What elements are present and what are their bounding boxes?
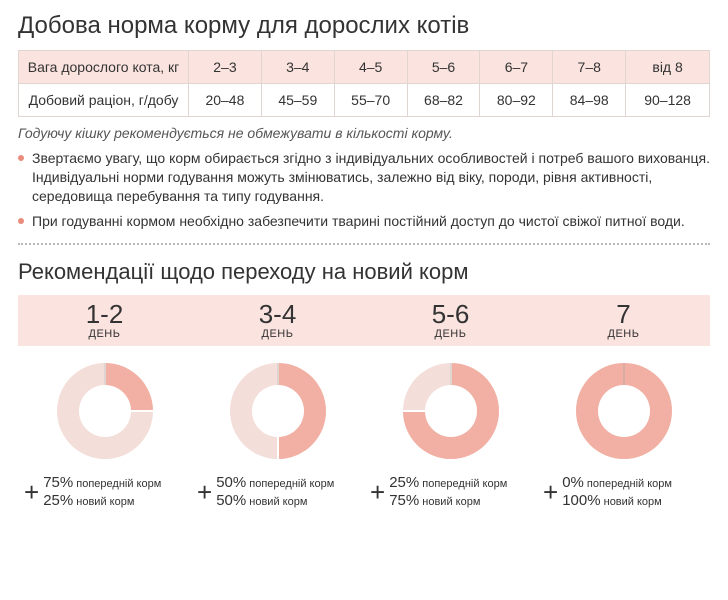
step-days: 5-6 — [364, 299, 537, 330]
divider — [18, 243, 710, 245]
step-header: 7 ДЕНЬ — [537, 295, 710, 346]
step-legend: + 25% попередній корм 75% новий корм — [364, 474, 537, 510]
table-cell: 3–4 — [261, 51, 334, 84]
notes-list: Звертаємо увагу, що корм обирається згід… — [18, 149, 710, 231]
transition-step: 7 ДЕНЬ + 0% попередній корм 100% новий к… — [537, 295, 710, 510]
legend-new: 100% новий корм — [562, 492, 672, 510]
list-item: Звертаємо увагу, що корм обирається згід… — [18, 149, 710, 206]
donut-chart — [537, 356, 710, 466]
step-header: 1-2 ДЕНЬ — [18, 295, 191, 346]
section-title: Рекомендації щодо переходу на новий корм — [18, 259, 710, 285]
plus-icon: + — [543, 479, 558, 505]
transition-step: 1-2 ДЕНЬ + 75% попередній корм 25% новий… — [18, 295, 191, 510]
table-cell: 45–59 — [261, 84, 334, 117]
step-legend: + 0% попередній корм 100% новий корм — [537, 474, 710, 510]
feeding-table: Вага дорослого кота, кг 2–3 3–4 4–5 5–6 … — [18, 50, 710, 117]
note-italic: Годуючу кішку рекомендується не обмежува… — [18, 125, 710, 141]
table-cell: 20–48 — [189, 84, 262, 117]
step-days: 3-4 — [191, 299, 364, 330]
table-cell: 84–98 — [553, 84, 626, 117]
legend-prev: 50% попередній корм — [216, 474, 334, 492]
legend-prev: 0% попередній корм — [562, 474, 672, 492]
table-cell: 5–6 — [407, 51, 480, 84]
table-cell: 68–82 — [407, 84, 480, 117]
legend-prev: 25% попередній корм — [389, 474, 507, 492]
page-title: Добова норма корму для дорослих котів — [18, 12, 710, 40]
legend-new: 75% новий корм — [389, 492, 507, 510]
table-row-header: Вага дорослого кота, кг 2–3 3–4 4–5 5–6 … — [19, 51, 710, 84]
legend-prev: 75% попередній корм — [43, 474, 161, 492]
donut-chart — [18, 356, 191, 466]
table-cell: 4–5 — [334, 51, 407, 84]
step-day-label: ДЕНЬ — [537, 328, 710, 340]
table-cell: 7–8 — [553, 51, 626, 84]
step-header: 5-6 ДЕНЬ — [364, 295, 537, 346]
table-row: Добовий раціон, г/добу 20–48 45–59 55–70… — [19, 84, 710, 117]
table-cell: 90–128 — [626, 84, 710, 117]
plus-icon: + — [24, 479, 39, 505]
donut-chart — [191, 356, 364, 466]
table-cell: 80–92 — [480, 84, 553, 117]
transition-steps: 1-2 ДЕНЬ + 75% попередній корм 25% новий… — [18, 295, 710, 510]
donut-chart — [364, 356, 537, 466]
step-legend: + 50% попередній корм 50% новий корм — [191, 474, 364, 510]
transition-step: 3-4 ДЕНЬ + 50% попередній корм 50% новий… — [191, 295, 364, 510]
table-cell: 6–7 — [480, 51, 553, 84]
step-legend: + 75% попередній корм 25% новий корм — [18, 474, 191, 510]
step-day-label: ДЕНЬ — [191, 328, 364, 340]
step-days: 7 — [537, 299, 710, 330]
step-header: 3-4 ДЕНЬ — [191, 295, 364, 346]
transition-step: 5-6 ДЕНЬ + 25% попередній корм 75% новий… — [364, 295, 537, 510]
table-cell: від 8 — [626, 51, 710, 84]
step-days: 1-2 — [18, 299, 191, 330]
step-day-label: ДЕНЬ — [364, 328, 537, 340]
step-day-label: ДЕНЬ — [18, 328, 191, 340]
table-cell: 2–3 — [189, 51, 262, 84]
table-header-label: Вага дорослого кота, кг — [19, 51, 189, 84]
legend-new: 25% новий корм — [43, 492, 161, 510]
table-row-label: Добовий раціон, г/добу — [19, 84, 189, 117]
table-cell: 55–70 — [334, 84, 407, 117]
plus-icon: + — [370, 479, 385, 505]
legend-new: 50% новий корм — [216, 492, 334, 510]
list-item: При годуванні кормом необхідно забезпечи… — [18, 212, 710, 231]
plus-icon: + — [197, 479, 212, 505]
